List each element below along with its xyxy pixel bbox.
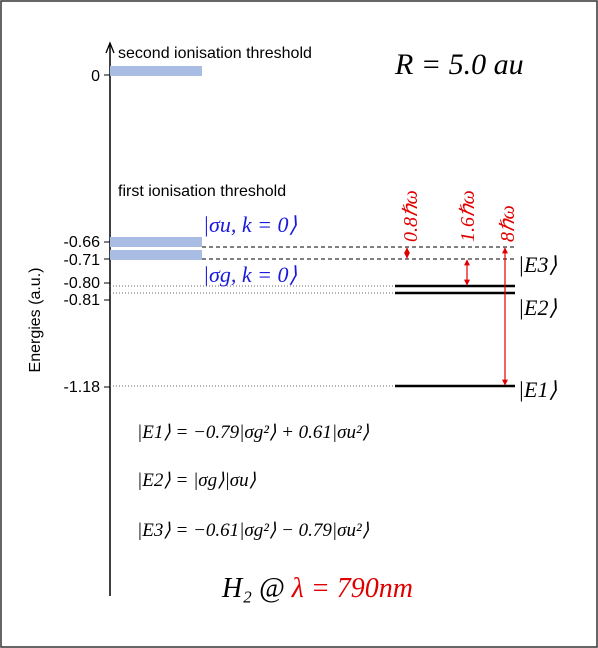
equation: |E2⟩ = |σg⟩|σu⟩	[137, 470, 257, 491]
sigma-g-label: |σg, k = 0⟩	[203, 262, 298, 287]
ket: |E1⟩	[518, 377, 557, 402]
distance-label: R = 5.0 au	[394, 48, 524, 81]
equation: |E3⟩ = −0.61|σg²⟩ − 0.79|σu²⟩	[137, 520, 370, 541]
tick-label: -0.81	[64, 292, 101, 309]
axis-arrow	[105, 41, 115, 54]
continuum-bar	[110, 66, 202, 76]
tick-label: -1.18	[64, 379, 101, 396]
tick-label: 0	[91, 68, 100, 85]
footer: H₂ @ λ = 790nm	[221, 573, 413, 604]
sigma-u-bar	[110, 237, 202, 247]
sigma-g-bar	[110, 250, 202, 260]
equations: |E1⟩ = −0.79|σg²⟩ + 0.61|σu²⟩ |E2⟩ = |σg…	[137, 422, 370, 541]
transition-label: 8ℏω	[497, 205, 519, 242]
states	[395, 284, 515, 388]
transition-label: 1.6ℏω	[457, 190, 479, 242]
tick-label: -0.80	[64, 275, 101, 292]
transition-label: 0.8ℏω	[400, 190, 422, 242]
ticks: 0 -0.66 -0.71 -0.80 -0.81 -1.18	[64, 68, 101, 396]
equation: |E1⟩ = −0.79|σg²⟩ + 0.61|σu²⟩	[137, 422, 370, 443]
tick-marks	[104, 74, 110, 388]
tick-label: -0.71	[64, 252, 101, 269]
dotted-levels	[110, 285, 395, 387]
wavelength: λ = 790nm	[291, 573, 413, 604]
first-threshold: first ionisation threshold	[118, 183, 286, 200]
sigma-u-label: |σu, k = 0⟩	[203, 212, 298, 237]
second-threshold: second ionisation threshold	[118, 45, 312, 62]
axis-label: Energies (a.u.)	[27, 268, 44, 373]
ket: |E2⟩	[518, 295, 557, 320]
molecule: H₂ @	[221, 573, 292, 604]
ket: |E3⟩	[518, 252, 557, 277]
transition-arrows	[404, 247, 508, 386]
tick-label: -0.66	[64, 234, 101, 251]
transition-labels: 0.8ℏω 1.6ℏω 8ℏω	[400, 190, 519, 242]
dashed-levels	[202, 246, 515, 260]
